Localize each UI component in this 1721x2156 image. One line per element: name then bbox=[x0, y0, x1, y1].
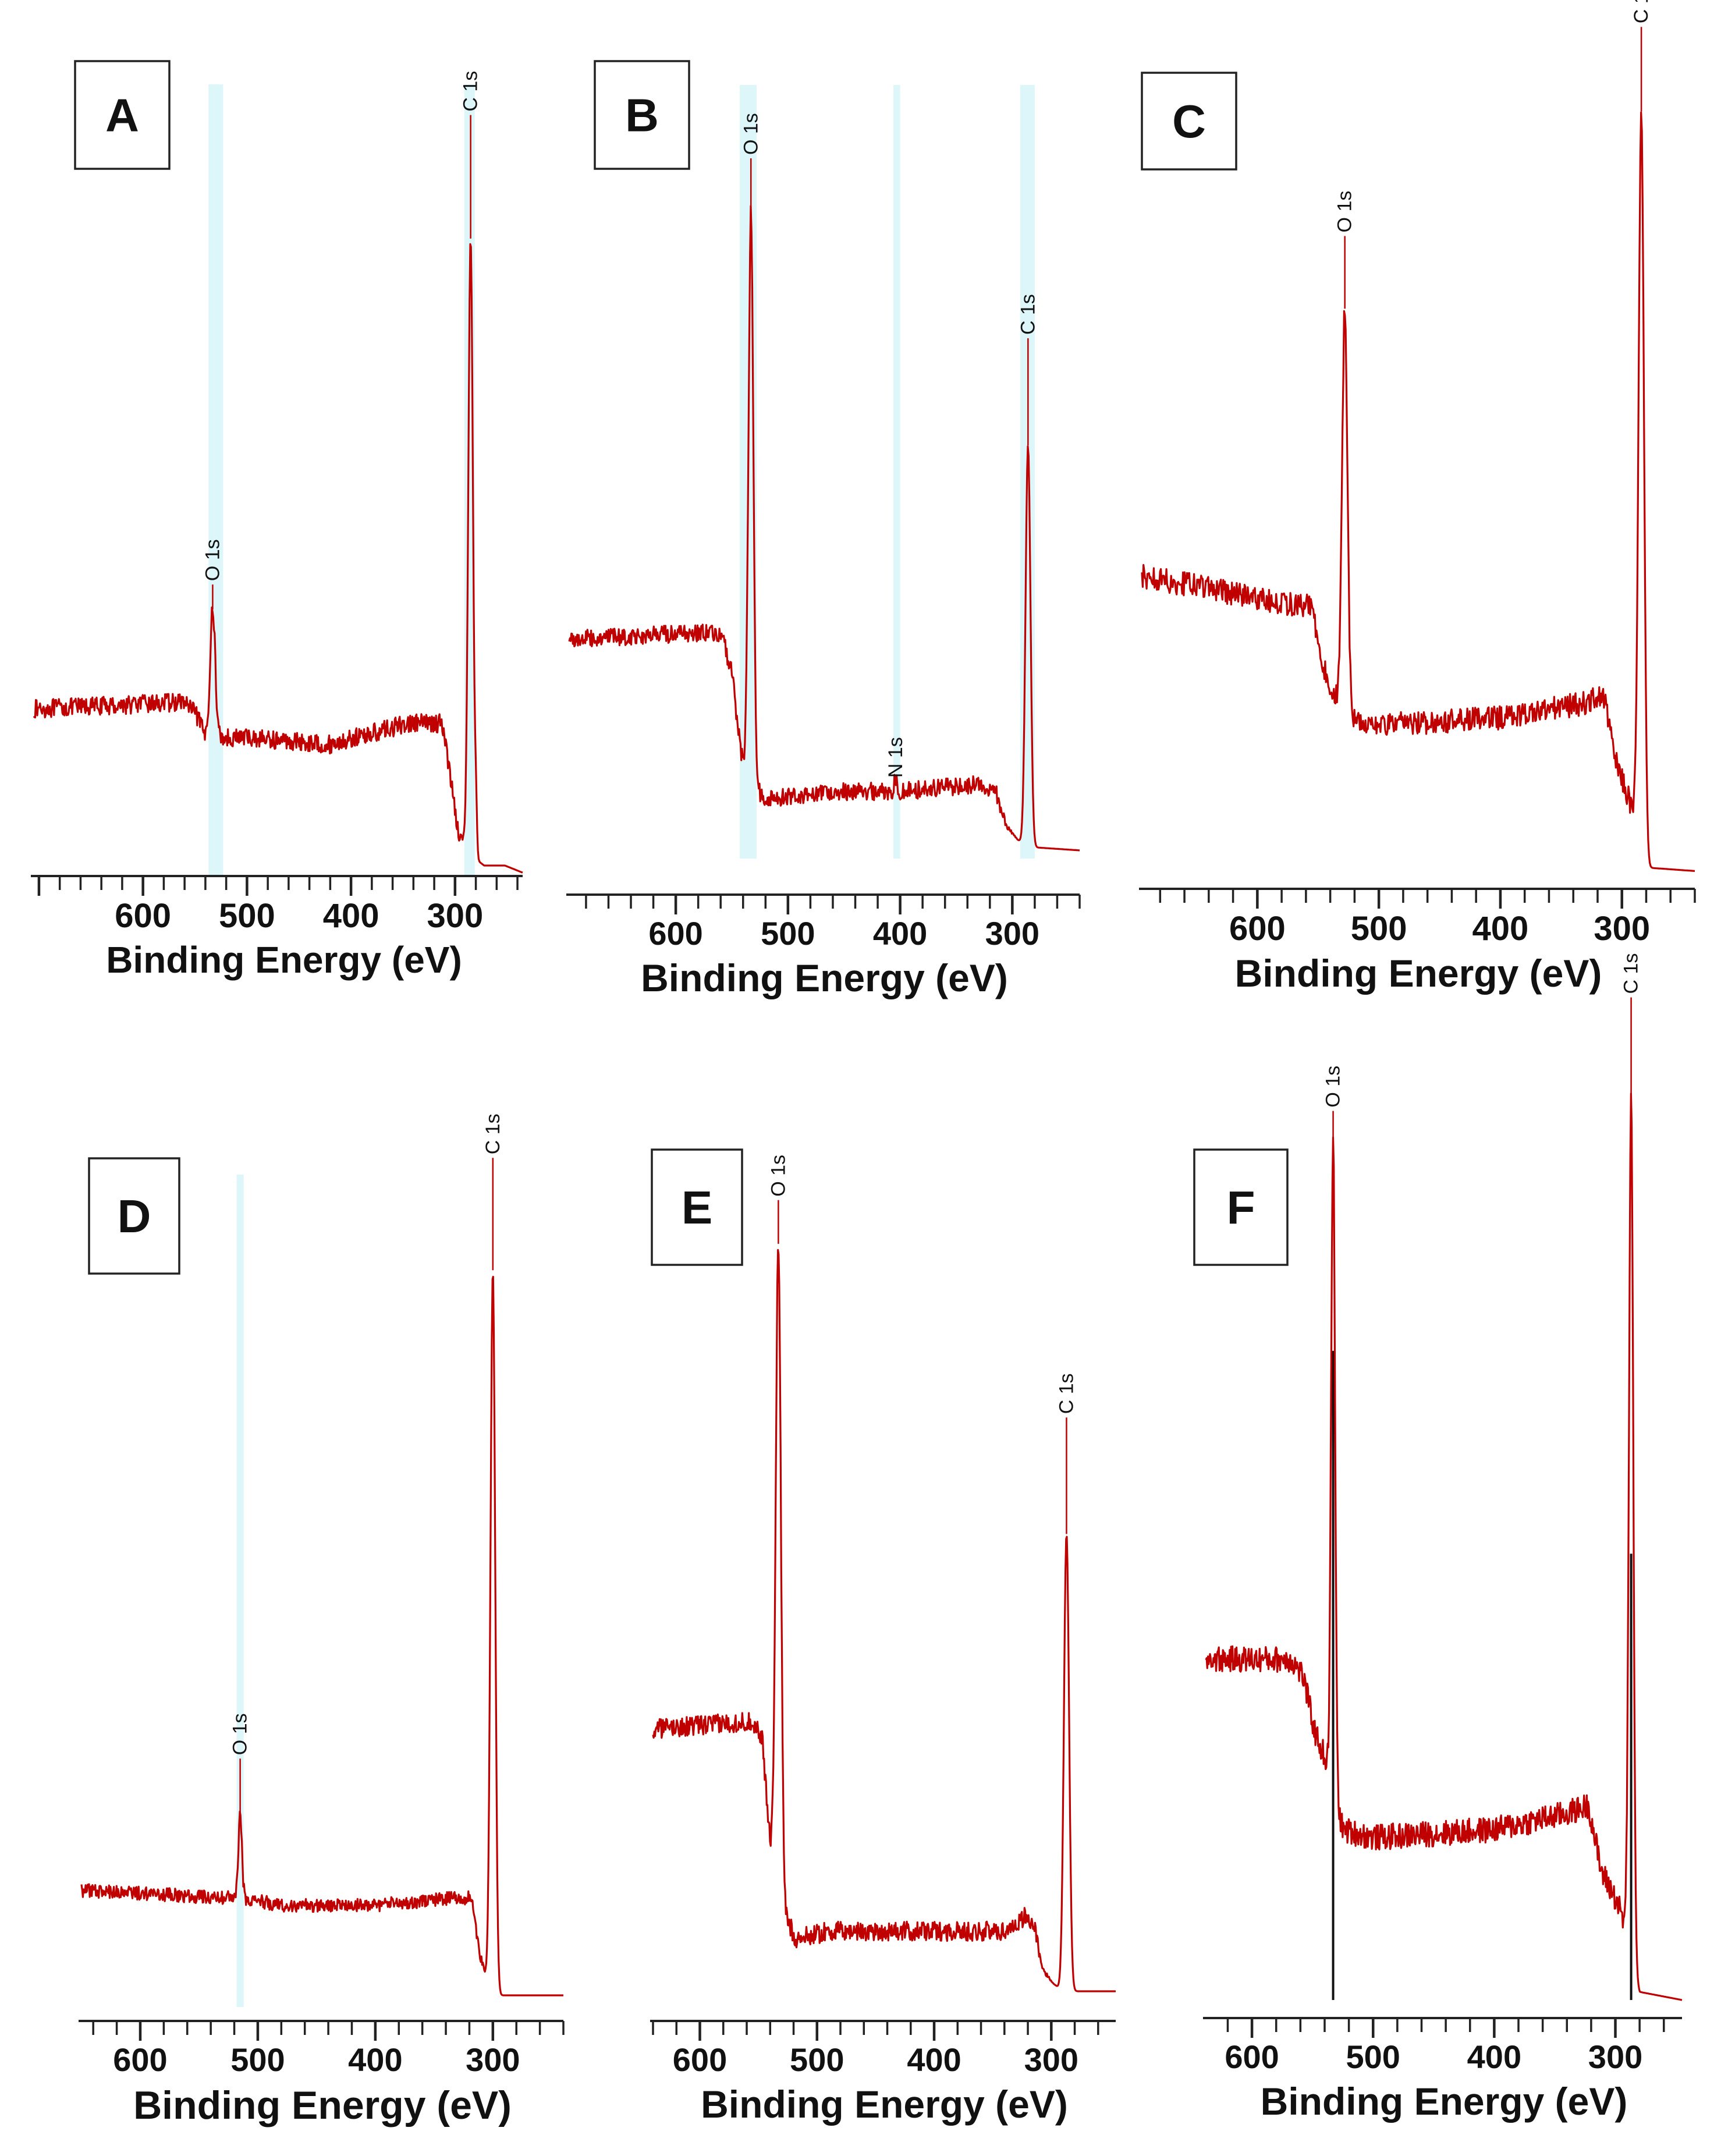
peak-label: O 1s bbox=[1334, 191, 1356, 233]
spectrum-line bbox=[33, 243, 523, 874]
peak-label: O 1s bbox=[1322, 1066, 1344, 1108]
x-tick-label: 300 bbox=[1024, 2041, 1078, 2078]
x-tick-label: 300 bbox=[1588, 2038, 1642, 2075]
x-axis-title: Binding Energy (eV) bbox=[106, 939, 462, 981]
panel-label-box bbox=[594, 60, 690, 170]
x-tick-label: 500 bbox=[219, 897, 275, 935]
highlight-band bbox=[236, 1175, 244, 2007]
peak-label: O 1s bbox=[767, 1155, 789, 1197]
x-tick-label: 600 bbox=[115, 897, 171, 935]
panel-label-box bbox=[74, 60, 171, 170]
x-axis-title: Binding Energy (eV) bbox=[1235, 952, 1602, 995]
panel-b: O 1s N 1s C 1s 600 500 400 300 Binding Energy (… bbox=[566, 60, 1081, 999]
panel-label: A bbox=[105, 90, 139, 141]
x-tick-label: 300 bbox=[1594, 910, 1650, 948]
x-tick-label: 300 bbox=[985, 915, 1039, 952]
peak-label: C 1s bbox=[1620, 953, 1642, 994]
panel-a: O 1s C 1s 600 500 400 300 Binding Energy (eV) A bbox=[31, 60, 523, 981]
panel-label-box bbox=[88, 1157, 180, 1275]
peak-label: C 1s bbox=[1630, 0, 1652, 23]
x-axis-title: Binding Energy (eV) bbox=[133, 2083, 512, 2127]
highlight-band bbox=[893, 85, 900, 859]
panel-f: O 1s C 1s 600 500 400 300 Binding Energy (eV) F bbox=[1193, 953, 1683, 2123]
panel-label: F bbox=[1227, 1182, 1255, 1233]
x-tick-label: 400 bbox=[1472, 910, 1529, 948]
x-tick-label: 300 bbox=[466, 2041, 520, 2078]
x-axis-title: Binding Energy (eV) bbox=[701, 2083, 1068, 2126]
x-tick-label: 600 bbox=[1229, 910, 1286, 948]
peak-label: C 1s bbox=[460, 71, 482, 112]
spectrum-line bbox=[1205, 1093, 1683, 2001]
highlight-band bbox=[208, 84, 223, 877]
panel-label: B bbox=[625, 90, 659, 141]
peak-label: O 1s bbox=[201, 539, 223, 581]
x-tick-label: 400 bbox=[323, 897, 379, 935]
x-tick-label: 600 bbox=[648, 915, 702, 952]
x-tick-label: 400 bbox=[348, 2041, 402, 2078]
spectrum-line bbox=[568, 205, 1080, 852]
x-tick-label: 500 bbox=[1346, 2038, 1400, 2075]
x-tick-label: 500 bbox=[1351, 910, 1407, 948]
panel-e: O 1s C 1s 600 500 400 300 Binding Energy (eV) E bbox=[650, 1148, 1116, 2126]
x-tick-label: 500 bbox=[761, 915, 815, 952]
spectrum-line bbox=[80, 1275, 564, 1997]
peak-label: C 1s bbox=[1055, 1373, 1077, 1414]
panel-c: O 1s C 1s 600 500 400 300 Binding Energy (eV) C bbox=[1139, 0, 1696, 995]
x-tick-label: 600 bbox=[673, 2041, 727, 2078]
panel-label-box bbox=[1193, 1148, 1289, 1266]
peak-label: N 1s bbox=[885, 737, 907, 778]
x-axis-title: Binding Energy (eV) bbox=[1261, 2080, 1628, 2123]
spectrum-line bbox=[1141, 111, 1695, 872]
x-tick-label: 600 bbox=[1225, 2038, 1279, 2075]
panel-label-box bbox=[1141, 72, 1237, 171]
peak-label: O 1s bbox=[229, 1713, 251, 1755]
panel-d: O 1s C 1s 600 500 400 300 Binding Energy (eV) D bbox=[79, 1114, 565, 2127]
x-tick-label: 300 bbox=[427, 897, 483, 935]
x-tick-label: 500 bbox=[230, 2041, 285, 2078]
panel-label: C bbox=[1172, 95, 1206, 147]
x-axis-title: Binding Energy (eV) bbox=[641, 956, 1008, 999]
x-tick-label: 600 bbox=[113, 2041, 167, 2078]
x-tick-label: 500 bbox=[790, 2041, 844, 2078]
peak-label: O 1s bbox=[740, 113, 762, 155]
panel-label: D bbox=[118, 1190, 151, 1242]
spectrum-line bbox=[652, 1249, 1116, 1992]
x-tick-label: 400 bbox=[1467, 2038, 1521, 2075]
panel-label: E bbox=[682, 1182, 712, 1233]
x-tick-label: 400 bbox=[907, 2041, 961, 2078]
panel-label-box bbox=[651, 1148, 743, 1266]
peak-label: C 1s bbox=[1017, 294, 1039, 335]
peak-label: C 1s bbox=[482, 1114, 504, 1154]
x-tick-label: 400 bbox=[873, 915, 927, 952]
